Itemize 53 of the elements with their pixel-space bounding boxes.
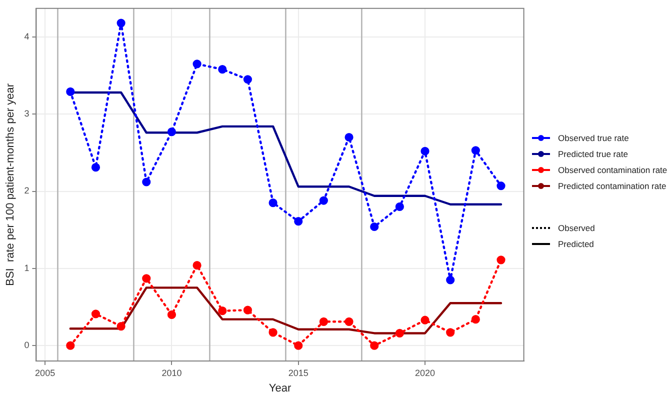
point <box>116 322 126 331</box>
point <box>395 202 404 211</box>
legend-label: Observed true rate <box>558 133 629 143</box>
x-tick-label: 2015 <box>288 368 308 378</box>
point <box>471 315 480 324</box>
y-tick-label: 0 <box>24 340 30 350</box>
point <box>496 256 506 264</box>
x-tick-label: 2005 <box>35 368 56 378</box>
point <box>420 316 430 324</box>
point <box>268 328 278 337</box>
point <box>218 306 227 316</box>
point <box>319 317 328 326</box>
point <box>192 60 202 68</box>
point <box>268 198 278 208</box>
x-tick-label: 2020 <box>415 368 436 378</box>
point <box>91 163 100 172</box>
point <box>395 328 404 338</box>
y-tick-label: 2 <box>24 186 30 196</box>
x-axis-title: Year <box>268 382 292 394</box>
point <box>446 276 455 284</box>
point <box>446 328 455 337</box>
y-tick-label: 1 <box>24 262 30 273</box>
legend-label: Observed contamination rate <box>558 165 668 175</box>
point <box>66 341 75 350</box>
point <box>192 261 202 270</box>
point <box>319 196 328 205</box>
y-axis-title: BSI rate per 100 patient-months per year <box>4 83 17 286</box>
point <box>370 222 379 232</box>
x-tick-label: 2010 <box>162 368 182 378</box>
text: Observed <box>558 223 595 233</box>
point <box>243 75 252 84</box>
point <box>496 182 506 190</box>
legend-label: Predicted contamination rate <box>558 181 666 191</box>
text: Predicted <box>558 239 594 249</box>
point <box>66 87 75 96</box>
point <box>167 128 176 136</box>
point <box>167 310 176 320</box>
point <box>142 178 151 186</box>
point <box>218 65 227 74</box>
y-tick-label: 4 <box>24 31 30 42</box>
legend-label: Predicted true rate <box>558 149 628 159</box>
point <box>243 306 252 314</box>
point <box>370 341 379 350</box>
y-tick-label: 3 <box>24 108 30 119</box>
point <box>294 217 303 226</box>
point <box>344 317 354 326</box>
point <box>344 132 354 142</box>
point <box>471 146 480 155</box>
point <box>116 18 126 28</box>
point <box>294 341 303 350</box>
point <box>420 146 430 156</box>
point <box>91 310 100 318</box>
point <box>142 274 151 283</box>
